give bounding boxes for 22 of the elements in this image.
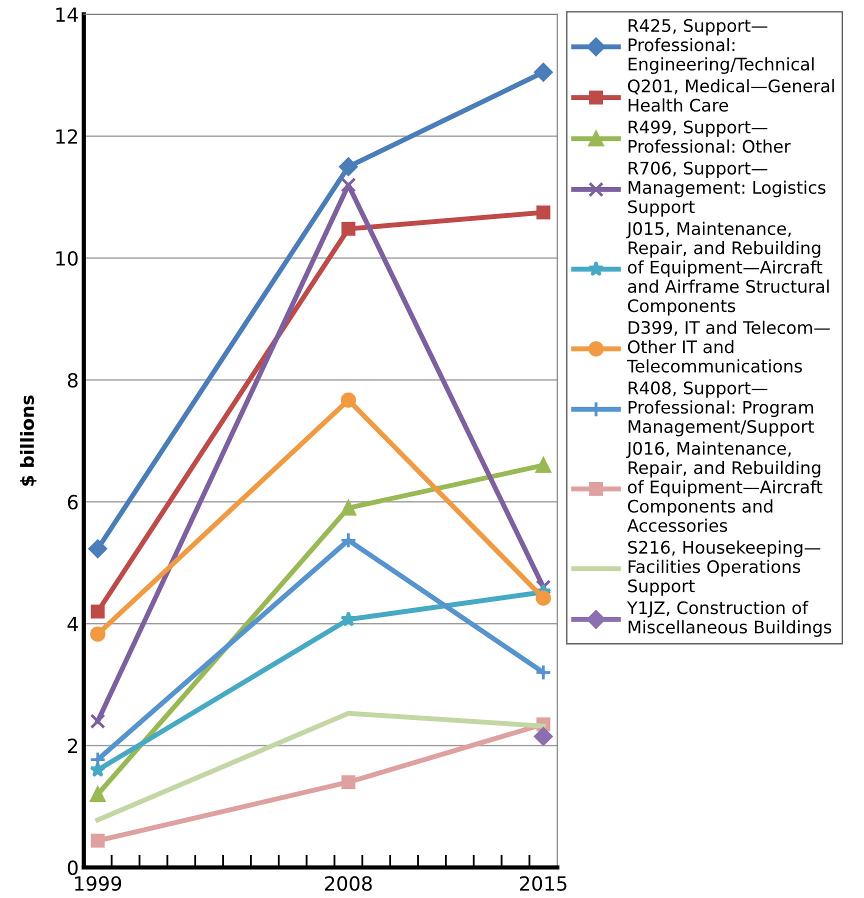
y-tick-label: 2 [68,738,77,753]
x-tick-label: 2015 [520,876,566,891]
legend-label: S216, Housekeeping—Facilities Operations Support [628,540,820,596]
x-tick-label: 2008 [325,876,372,891]
y-tick-label: 14 [56,8,78,22]
legend-label: D399, IT and Telecom—Other IT and Telecommunications [626,320,830,373]
legend-label: J015, Maintenance, Repair, and Rebuilding of Equipment—Aircraft and Airframe Structural Components [626,222,829,316]
y-axis-title: $ billions [20,396,36,486]
legend-label: Y1JZ, Construction of Miscellaneous Buildings [626,600,832,637]
y-tick-label: 12 [56,129,77,144]
legend-label: R408, Support—Professional: Program Management/Support [628,381,814,436]
legend-label: R425, Support—Professional: Engineering/Technical [628,19,814,74]
legend-label: R499, Support—Professional: Other [628,120,791,153]
y-tick-label: 8 [68,372,78,388]
legend-label: J016, Maintenance, Repair, and Rebuilding of Equipment—Aircraft Components and Accessories [626,442,822,532]
legend-label: Q201, Medical—General Health Care [628,79,834,112]
y-tick-label: 10 [56,251,78,266]
y-tick-label: 6 [68,494,78,510]
y-tick-label: 0 [68,860,78,876]
y-tick-label: 4 [68,616,78,632]
legend-label: R706, Support—Management: Logistics Support [628,162,826,217]
x-tick-label: 1999 [75,876,122,891]
